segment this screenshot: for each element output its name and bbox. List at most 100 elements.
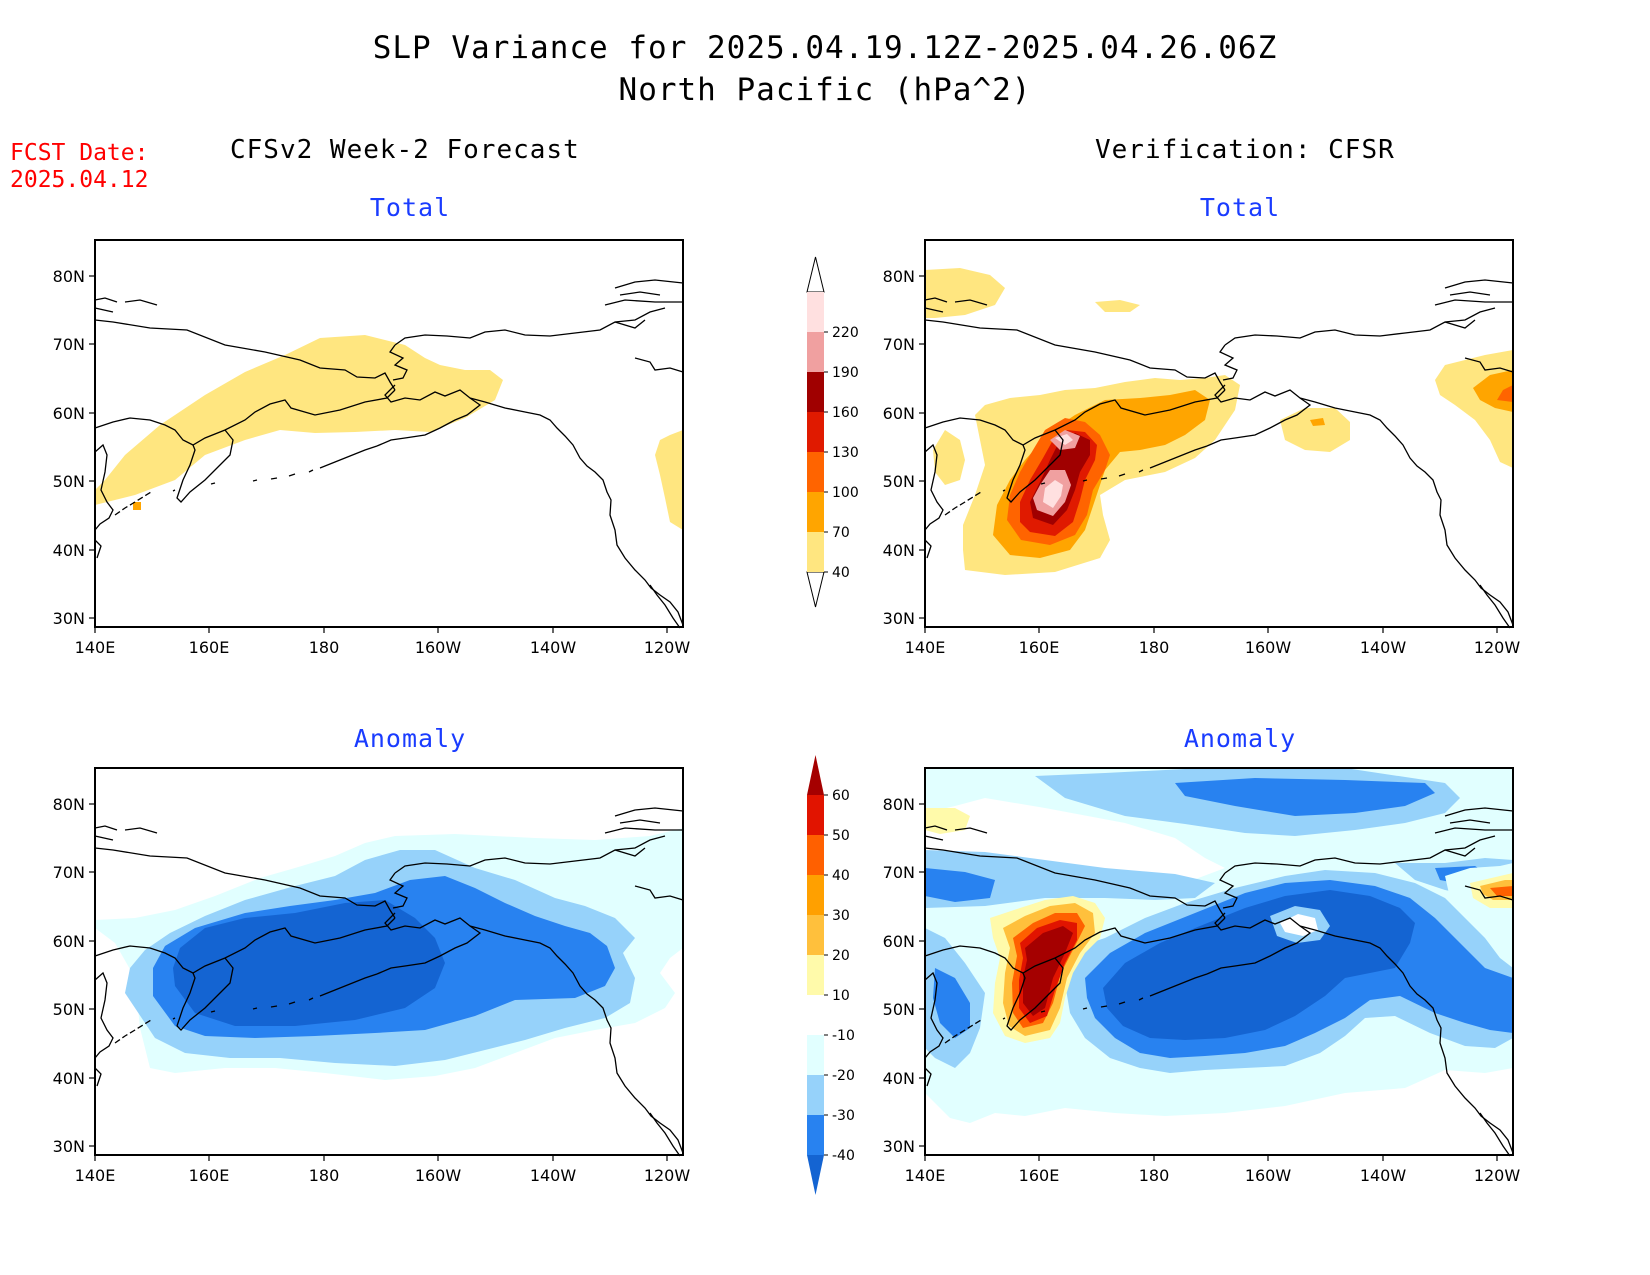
colorbar-swatch xyxy=(807,1075,824,1115)
lon-tick-label: 140W xyxy=(1360,638,1407,657)
colorbar-swatch xyxy=(807,372,824,412)
colorbar-label: 40 xyxy=(832,565,850,581)
lat-tick-label: 30N xyxy=(883,609,915,628)
colorbar-label: 40 xyxy=(832,868,850,884)
lat-tick-label: 30N xyxy=(53,1137,85,1156)
colorbar-top-arrow xyxy=(807,755,824,795)
lat-tick-label: 70N xyxy=(883,335,915,354)
total-40-contour-east xyxy=(655,430,683,530)
colorbar-label: -40 xyxy=(832,1148,855,1164)
colorbar-swatch xyxy=(807,875,824,915)
colorbar-label: 20 xyxy=(832,948,850,964)
colorbar-bottom-arrow xyxy=(806,571,825,608)
verification-anomaly-title: Anomaly xyxy=(1183,724,1297,753)
colorbar-swatch xyxy=(807,412,824,452)
lon-tick-label: 160W xyxy=(415,1166,462,1185)
colorbar-swatch xyxy=(807,835,824,875)
lat-tick-label: 40N xyxy=(53,541,85,560)
lon-tick-label: 180 xyxy=(1139,638,1170,657)
colorbar-swatch xyxy=(807,1115,824,1155)
colorbar-label: 10 xyxy=(832,988,850,1004)
forecast-date-value: 2025.04.12 xyxy=(10,167,149,193)
colorbar-bottom-arrow xyxy=(807,1155,824,1195)
lat-tick-label: 40N xyxy=(53,1069,85,1088)
lon-tick-label: 180 xyxy=(309,638,340,657)
lat-tick-label: 80N xyxy=(883,795,915,814)
lon-tick-label: 180 xyxy=(1139,1166,1170,1185)
colorbar-swatch xyxy=(807,915,824,955)
anomaly-colorbar: -40 -30 -20 -10 10 20 30 40 50 60 xyxy=(807,755,855,1195)
colorbar-swatch xyxy=(807,452,824,492)
lon-tick-label: 120W xyxy=(1474,638,1521,657)
lon-tick-label: 140W xyxy=(1360,1166,1407,1185)
forecast-total-title: Total xyxy=(369,193,451,222)
colorbar-top-arrow xyxy=(806,256,825,293)
colorbar-swatch xyxy=(807,995,824,1035)
lat-tick-label: 40N xyxy=(883,541,915,560)
lon-tick-label: 140E xyxy=(905,638,946,657)
total-colorbar: 40 70 100 130 160 190 220 xyxy=(806,256,859,608)
lon-tick-label: 140W xyxy=(530,638,577,657)
lat-tick-label: 30N xyxy=(883,1137,915,1156)
forecast-column-title: CFSv2 Week-2 Forecast xyxy=(230,135,580,165)
lat-tick-label: 50N xyxy=(883,1000,915,1019)
lat-tick-label: 40N xyxy=(883,1069,915,1088)
lat-tick-label: 80N xyxy=(53,267,85,286)
forecast-anomaly-title: Anomaly xyxy=(353,724,467,753)
lon-tick-label: 140E xyxy=(75,1166,116,1185)
colorbar-swatch xyxy=(807,955,824,995)
colorbar-swatch xyxy=(807,292,824,332)
lon-tick-label: 140E xyxy=(75,638,116,657)
lon-tick-label: 160E xyxy=(189,638,230,657)
lat-tick-label: 70N xyxy=(883,863,915,882)
total-40-contour xyxy=(95,335,503,505)
forecast-date-label: FCST Date: xyxy=(10,140,149,166)
main-title: SLP Variance for 2025.04.19.12Z-2025.04.… xyxy=(372,30,1278,66)
colorbar-label: -30 xyxy=(832,1108,855,1124)
lon-tick-label: 180 xyxy=(309,1166,340,1185)
lon-tick-label: 140W xyxy=(530,1166,577,1185)
lon-tick-label: 160W xyxy=(1245,1166,1292,1185)
lat-tick-label: 60N xyxy=(53,932,85,951)
lat-tick-label: 50N xyxy=(53,472,85,491)
lon-tick-label: 160E xyxy=(1019,1166,1060,1185)
lon-tick-label: 160E xyxy=(189,1166,230,1185)
verification-total-title: Total xyxy=(1199,193,1281,222)
lat-tick-label: 60N xyxy=(883,404,915,423)
colorbar-label: 50 xyxy=(832,828,850,844)
colorbar-swatch xyxy=(807,795,824,835)
lat-tick-label: 70N xyxy=(53,335,85,354)
main-subtitle: North Pacific (hPa^2) xyxy=(618,72,1032,108)
total-70-spot xyxy=(133,502,141,510)
colorbar-label: 130 xyxy=(832,445,859,461)
lat-tick-label: 60N xyxy=(53,404,85,423)
lon-tick-label: 140E xyxy=(905,1166,946,1185)
colorbar-label: 100 xyxy=(832,485,859,501)
forecast-date: FCST Date: 2025.04.12 xyxy=(10,140,148,194)
lon-tick-label: 160W xyxy=(1245,638,1292,657)
colorbar-label: 30 xyxy=(832,908,850,924)
colorbar-swatch xyxy=(807,532,824,572)
colorbar-swatch xyxy=(807,492,824,532)
verification-total-map xyxy=(924,239,1514,629)
colorbar-label: 220 xyxy=(832,325,859,341)
lon-tick-label: 120W xyxy=(644,638,691,657)
lat-tick-label: 70N xyxy=(53,863,85,882)
colorbar-label: 160 xyxy=(832,405,859,421)
colorbar-label: -10 xyxy=(832,1028,855,1044)
colorbar-label: 60 xyxy=(832,788,850,804)
forecast-anomaly-map xyxy=(94,767,684,1157)
lat-tick-label: 60N xyxy=(883,932,915,951)
colorbar-swatch xyxy=(807,1035,824,1075)
lon-tick-label: 120W xyxy=(1474,1166,1521,1185)
lat-tick-label: 80N xyxy=(53,795,85,814)
lon-tick-label: 160W xyxy=(415,638,462,657)
lat-tick-label: 80N xyxy=(883,267,915,286)
forecast-total-map xyxy=(94,239,684,629)
lat-tick-label: 50N xyxy=(883,472,915,491)
colorbar-swatch xyxy=(807,332,824,372)
colorbar-label: 190 xyxy=(832,365,859,381)
colorbar-label: -20 xyxy=(832,1068,855,1084)
verification-column-title: Verification: CFSR xyxy=(1095,135,1395,165)
